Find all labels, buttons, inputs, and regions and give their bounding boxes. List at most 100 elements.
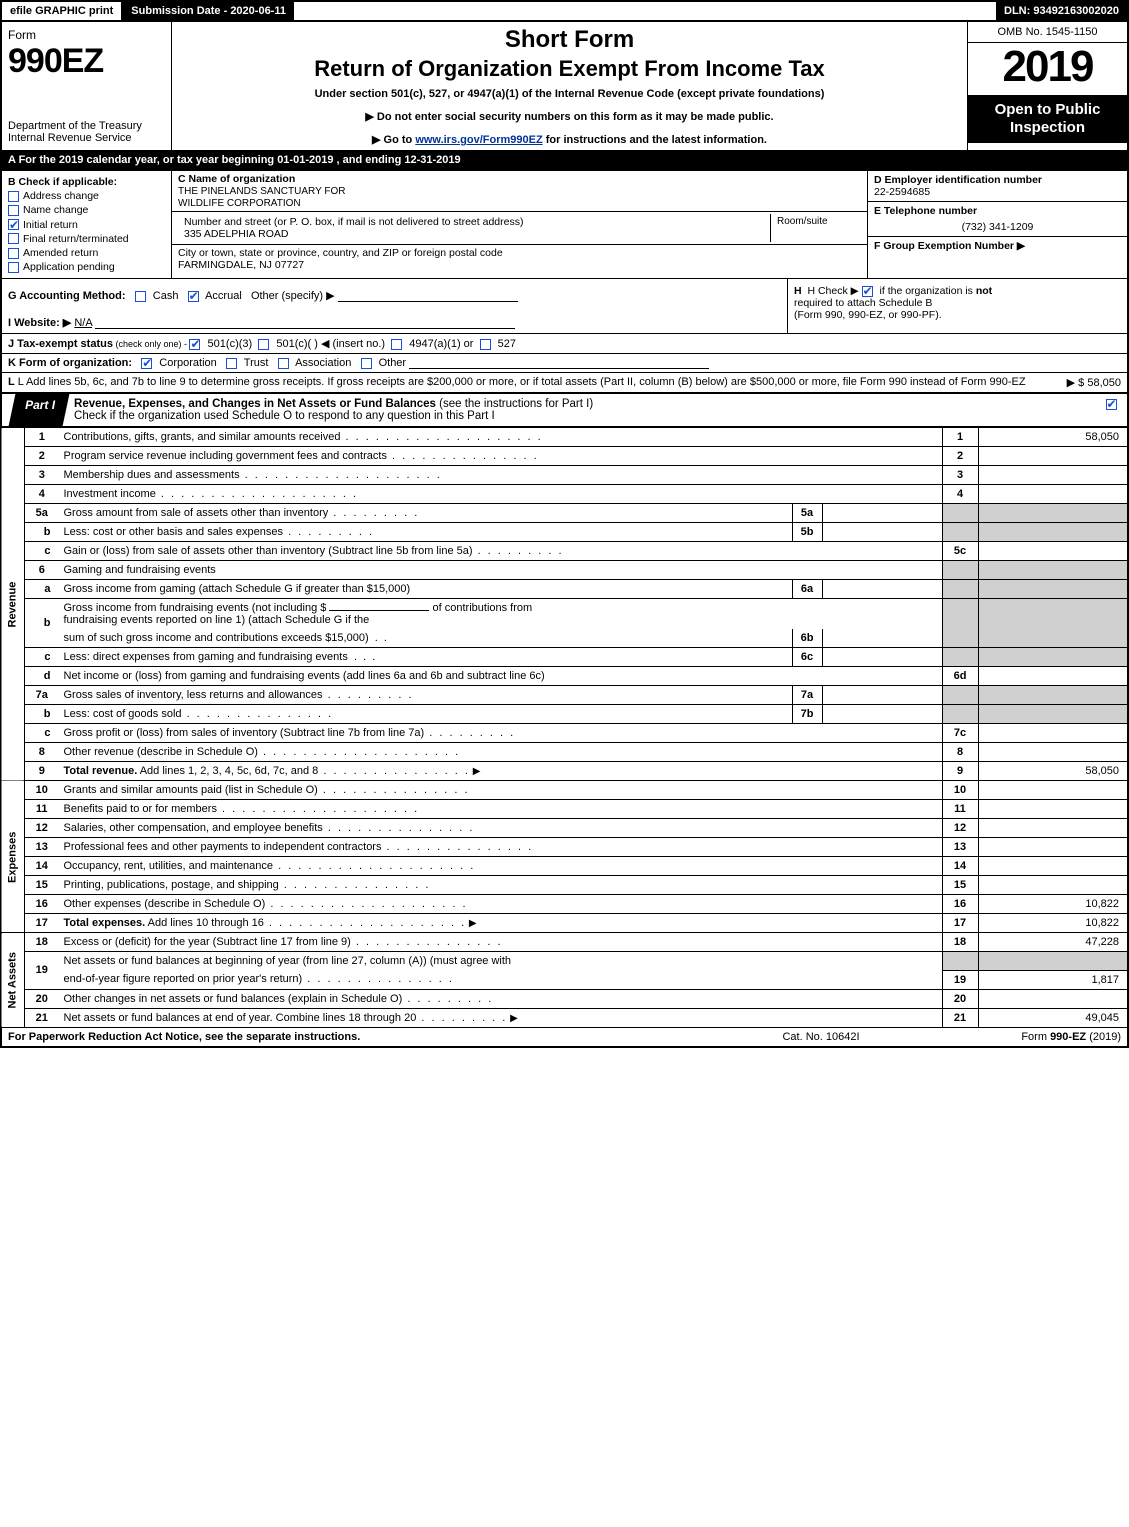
ln6-desc: Gaming and fundraising events <box>59 561 943 580</box>
line-3: 3 Membership dues and assessments 3 <box>1 466 1128 485</box>
line-1: Revenue 1 Contributions, gifts, grants, … <box>1 428 1128 447</box>
dln-value: DLN: 93492163002020 <box>996 2 1127 20</box>
chk-corporation[interactable] <box>141 358 152 369</box>
ln9-desc-b: Total revenue. <box>64 765 138 777</box>
chk-trust[interactable] <box>226 358 237 369</box>
chk-final-return[interactable]: Final return/terminated <box>8 232 165 246</box>
part1-check-line: Check if the organization used Schedule … <box>74 410 495 422</box>
dept-line1: Department of the Treasury <box>8 120 165 132</box>
chk-527[interactable] <box>480 339 491 350</box>
chk-initial-return[interactable]: Initial return <box>8 218 165 232</box>
chk-name-change-label: Name change <box>23 204 88 216</box>
ln18-desc: Excess or (deficit) for the year (Subtra… <box>64 936 351 948</box>
org-name-1: THE PINELANDS SANCTUARY FOR <box>178 186 345 197</box>
cat-no: Cat. No. 10642I <box>721 1031 921 1043</box>
chk-schedule-o[interactable] <box>1106 399 1117 410</box>
line-19-2: end-of-year figure reported on prior yea… <box>1 970 1128 989</box>
line-12: 12 Salaries, other compensation, and emp… <box>1 819 1128 838</box>
part1-lines-table: Revenue 1 Contributions, gifts, grants, … <box>0 428 1129 1028</box>
ein-cell: D Employer identification number 22-2594… <box>868 171 1127 202</box>
ln6b-d3: fundraising events reported on line 1) (… <box>64 614 370 626</box>
ln18-num: 18 <box>25 933 59 952</box>
line-8: 8 Other revenue (describe in Schedule O)… <box>1 743 1128 762</box>
row-h-schedule-b: H H Check ▶ if the organization is not r… <box>787 279 1127 333</box>
g-label: G Accounting Method: <box>8 290 126 302</box>
ln16-numcol: 16 <box>942 895 978 914</box>
chk-app-pending[interactable]: Application pending <box>8 260 165 274</box>
ln16-num: 16 <box>25 895 59 914</box>
chk-501c3[interactable] <box>189 339 200 350</box>
ln5c-numcol: 5c <box>942 542 978 561</box>
ln6a-val <box>822 580 942 599</box>
ln10-num: 10 <box>25 781 59 800</box>
expenses-side-label: Expenses <box>1 781 25 933</box>
ln7b-desc: Less: cost of goods sold <box>64 708 182 720</box>
ln19-numcol-shade <box>942 952 978 971</box>
chk-address-change[interactable]: Address change <box>8 189 165 203</box>
dept-line2: Internal Revenue Service <box>8 132 165 144</box>
chk-other-org[interactable] <box>361 358 372 369</box>
ln5a-val <box>822 504 942 523</box>
ln19-numcol: 19 <box>942 970 978 989</box>
efile-print-button[interactable]: efile GRAPHIC print <box>2 2 123 20</box>
group-exemption-cell: F Group Exemption Number ▶ <box>868 237 1127 255</box>
form-number: 990EZ <box>8 42 165 81</box>
ln5c-amt <box>978 542 1128 561</box>
ln17-amt: 10,822 <box>978 914 1128 933</box>
group-exemption-label: F Group Exemption Number ▶ <box>874 240 1025 252</box>
ln11-amt <box>978 800 1128 819</box>
ln15-desc: Printing, publications, postage, and shi… <box>64 879 279 891</box>
line-4: 4 Investment income 4 <box>1 485 1128 504</box>
chk-amended[interactable]: Amended return <box>8 246 165 260</box>
chk-4947[interactable] <box>391 339 402 350</box>
line-7a: 7a Gross sales of inventory, less return… <box>1 686 1128 705</box>
page-footer: For Paperwork Reduction Act Notice, see … <box>0 1028 1129 1048</box>
line-6c: c Less: direct expenses from gaming and … <box>1 648 1128 667</box>
chk-h[interactable] <box>862 286 873 297</box>
ln6d-amt <box>978 667 1128 686</box>
h-pre: H Check ▶ <box>807 285 861 297</box>
ln6c-val <box>822 648 942 667</box>
street-value: 335 ADELPHIA ROAD <box>184 228 288 240</box>
line-13: 13 Professional fees and other payments … <box>1 838 1128 857</box>
ln6d-num: d <box>25 667 59 686</box>
header-left: Form 990EZ Department of the Treasury In… <box>2 22 172 150</box>
ln14-desc: Occupancy, rent, utilities, and maintena… <box>64 860 274 872</box>
ln19-amt-shade <box>978 952 1128 971</box>
ln6-amt <box>978 561 1128 580</box>
header-center: Short Form Return of Organization Exempt… <box>172 22 967 150</box>
schedule-o-check <box>1099 394 1127 426</box>
ln6a-amt <box>978 580 1128 599</box>
chk-initial-return-label: Initial return <box>23 219 78 231</box>
other-specify-label: Other (specify) ▶ <box>251 290 335 302</box>
ln6a-desc: Gross income from gaming (attach Schedul… <box>59 580 793 599</box>
ln1-numcol: 1 <box>942 428 978 447</box>
org-name-label: C Name of organization <box>178 173 295 185</box>
chk-501c[interactable] <box>258 339 269 350</box>
chk-cash[interactable] <box>135 291 146 302</box>
row-a-tax-year: A For the 2019 calendar year, or tax yea… <box>0 150 1129 171</box>
goto-post: for instructions and the latest informat… <box>543 134 767 146</box>
ln6a-box: 6a <box>792 580 822 599</box>
line-15: 15 Printing, publications, postage, and … <box>1 876 1128 895</box>
chk-accrual[interactable] <box>188 291 199 302</box>
open-to-public: Open to Public Inspection <box>968 95 1127 143</box>
line-6b-1: b Gross income from fundraising events (… <box>1 599 1128 630</box>
ln5a-amt <box>978 504 1128 523</box>
line-5a: 5a Gross amount from sale of assets othe… <box>1 504 1128 523</box>
line-9: 9 Total revenue. Add lines 1, 2, 3, 4, 5… <box>1 762 1128 781</box>
part1-header: Part I Revenue, Expenses, and Changes in… <box>0 393 1129 428</box>
irs-link[interactable]: www.irs.gov/Form990EZ <box>415 134 542 146</box>
ln21-num: 21 <box>25 1008 59 1027</box>
line-21: 21 Net assets or fund balances at end of… <box>1 1008 1128 1027</box>
ln7a-desc: Gross sales of inventory, less returns a… <box>64 689 323 701</box>
room-suite-label: Room/suite <box>771 214 861 242</box>
ln6d-numcol: 6d <box>942 667 978 686</box>
ln6b-blank <box>329 610 429 611</box>
ln11-desc: Benefits paid to or for members <box>64 803 217 815</box>
city-value: FARMINGDALE, NJ 07727 <box>178 259 304 271</box>
website-line <box>95 317 515 329</box>
phone-cell: E Telephone number (732) 341-1209 <box>868 202 1127 237</box>
chk-name-change[interactable]: Name change <box>8 203 165 217</box>
chk-association[interactable] <box>278 358 289 369</box>
